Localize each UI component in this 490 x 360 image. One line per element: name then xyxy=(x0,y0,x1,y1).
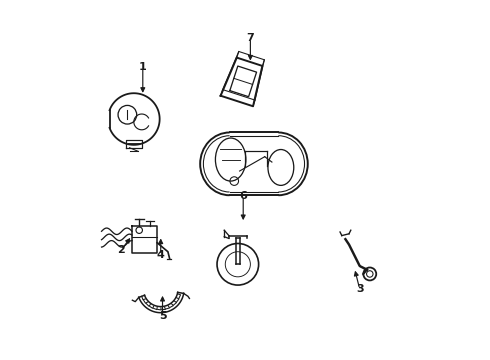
Text: 4: 4 xyxy=(157,250,165,260)
Text: 1: 1 xyxy=(139,62,147,72)
Text: 3: 3 xyxy=(356,284,364,294)
Text: 7: 7 xyxy=(246,33,254,43)
Text: 5: 5 xyxy=(159,311,166,321)
Text: 6: 6 xyxy=(239,191,247,201)
Text: 2: 2 xyxy=(118,245,125,255)
